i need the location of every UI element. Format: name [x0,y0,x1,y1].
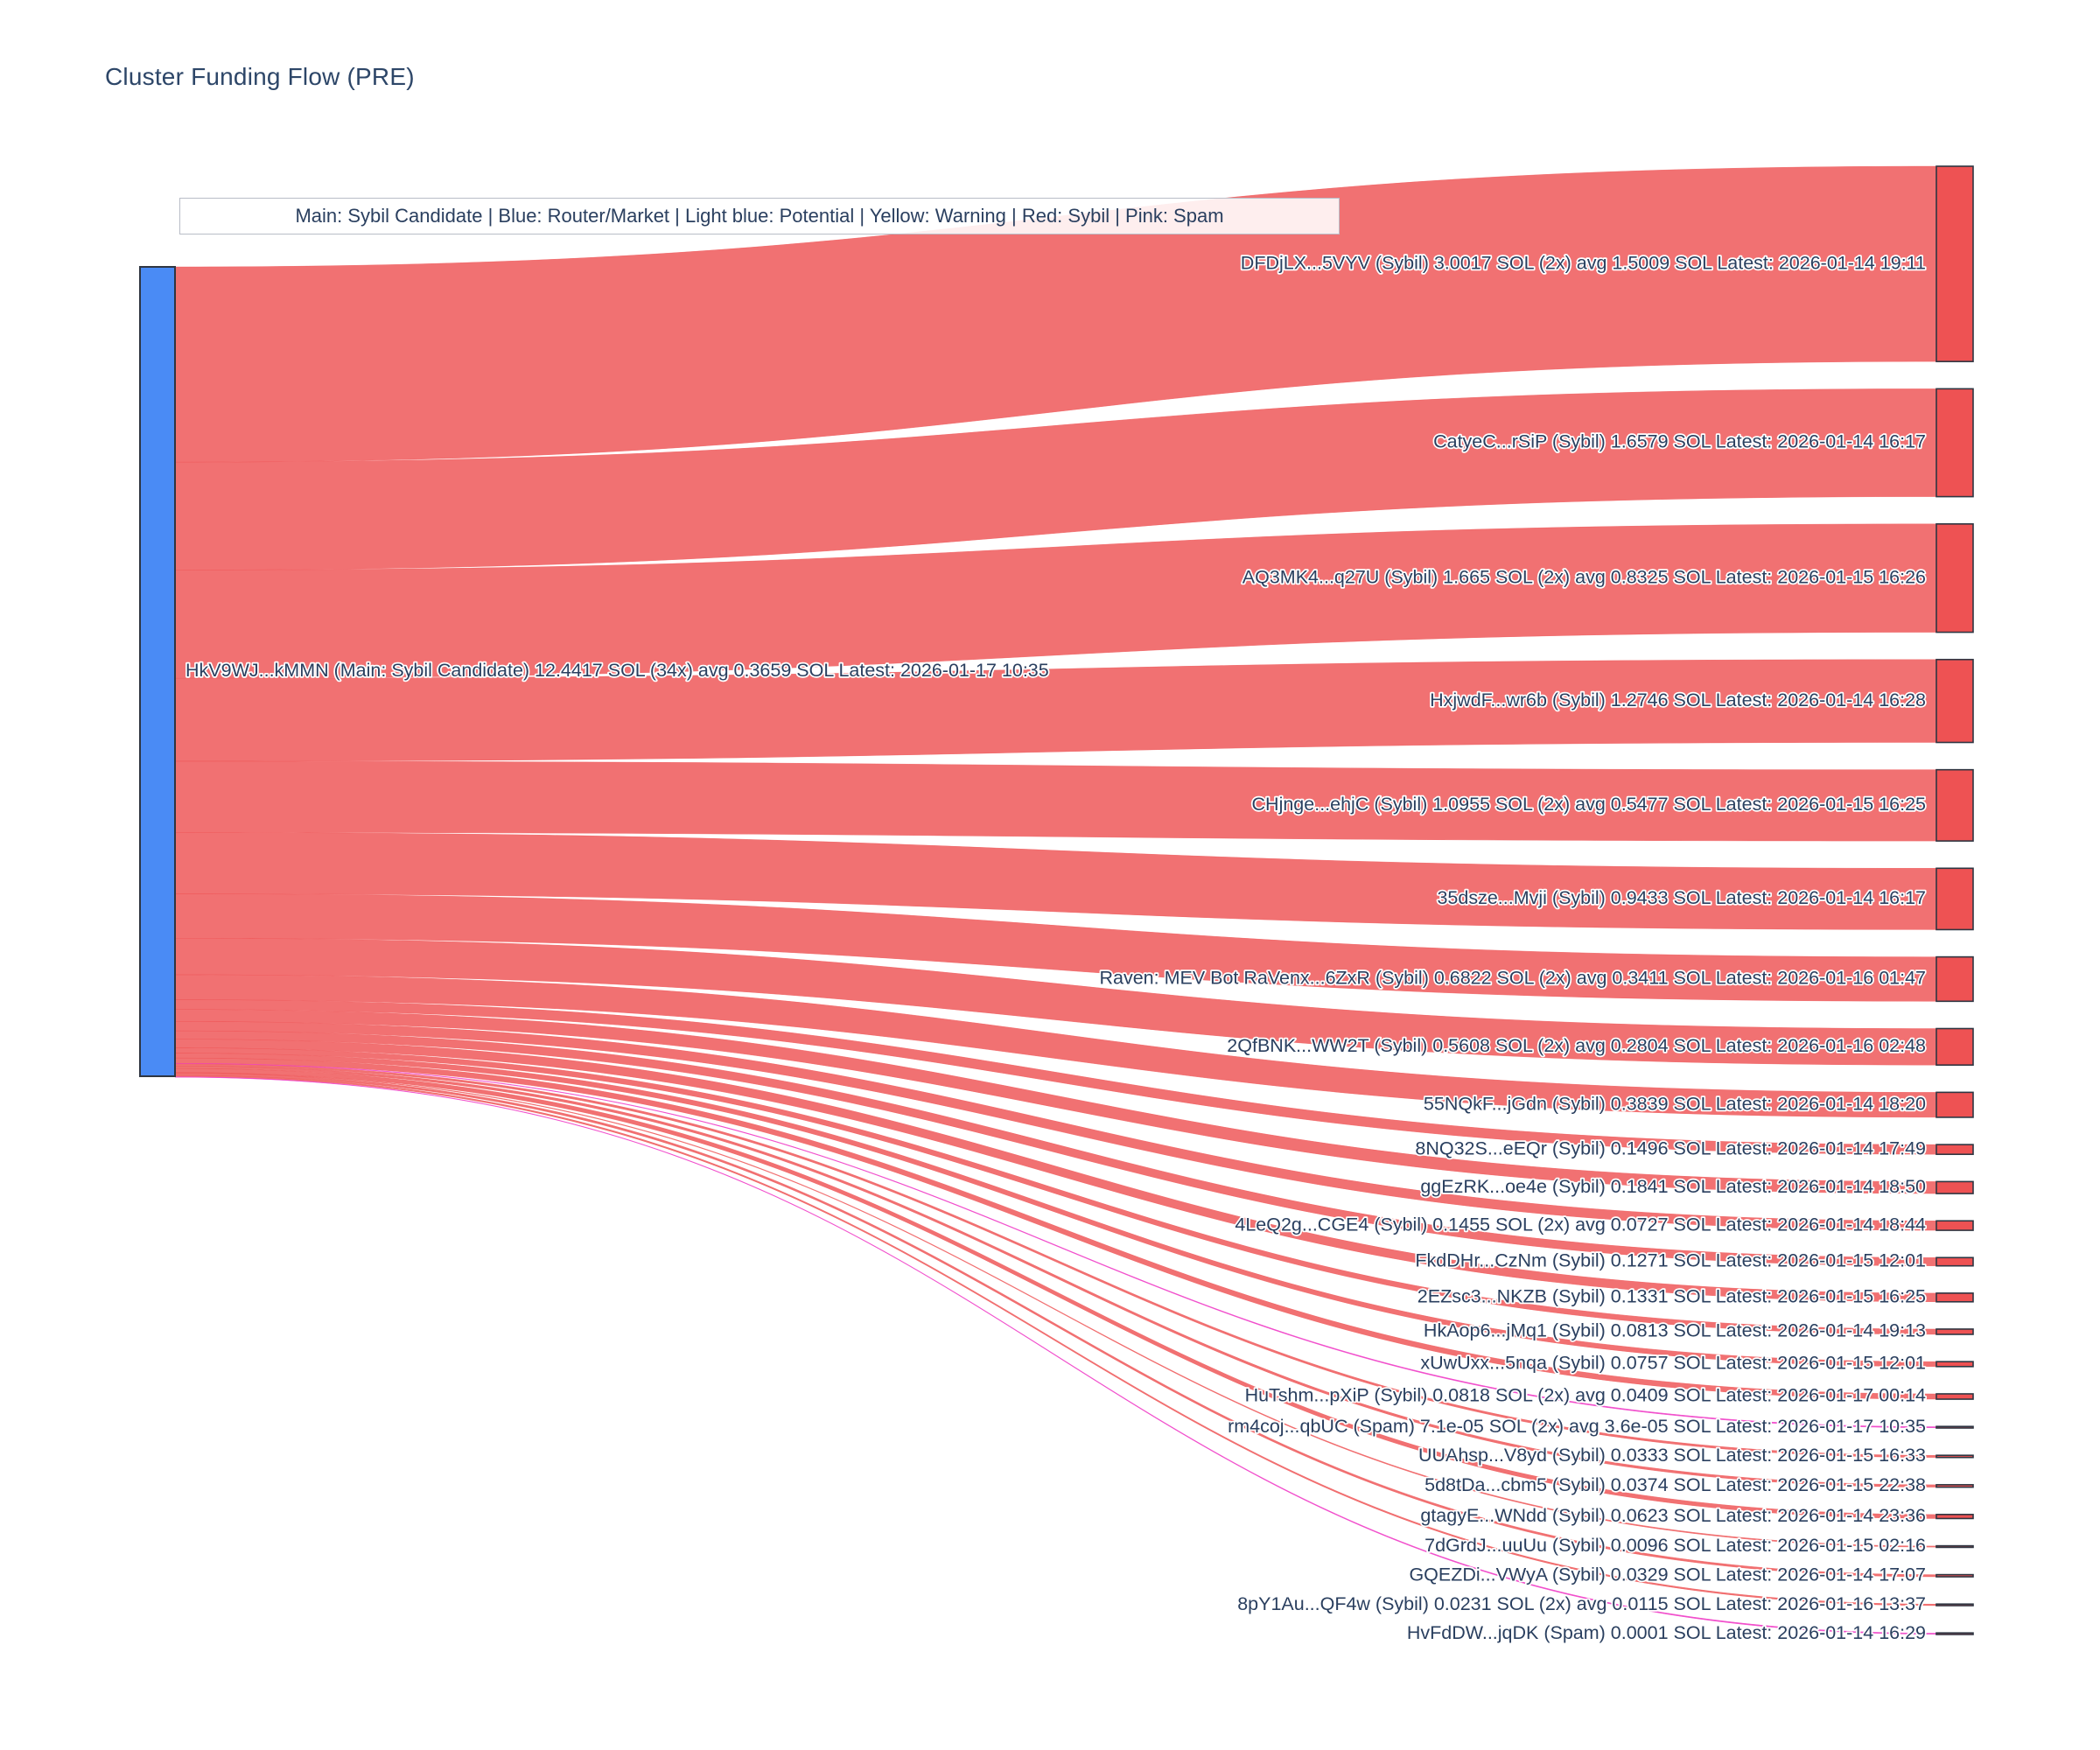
target-node-label-21: 7dGrdJ...uuUu (Sybil) 0.0096 SOL Latest:… [1424,1535,1926,1556]
sankey-node-target-19[interactable] [1936,1484,1974,1488]
target-node-label-10: ggEzRK...oe4e (Sybil) 0.1841 SOL Latest:… [1420,1176,1926,1197]
target-node-label-2: AQ3MK4...q27U (Sybil) 1.665 SOL (2x) avg… [1242,566,1926,587]
target-node-label-0: DFDjLX...5VYV (Sybil) 3.0017 SOL (2x) av… [1241,252,1926,273]
target-node-label-6: Raven: MEV Bot RaVenx...6ZxR (Sybil) 0.6… [1099,968,1926,989]
sankey-node-target-12[interactable] [1936,1256,1974,1267]
sankey-node-target-21[interactable] [1936,1544,1974,1549]
target-node-label-13: 2EZsc3...NKZB (Sybil) 0.1331 SOL Latest:… [1418,1285,1926,1306]
sankey-node-target-9[interactable] [1936,1144,1974,1156]
sankey-node-target-11[interactable] [1936,1220,1974,1231]
target-node-label-14: HkAop6...jMq1 (Sybil) 0.0813 SOL Latest:… [1424,1320,1926,1341]
target-node-label-20: gtagyE...WNdd (Sybil) 0.0623 SOL Latest:… [1420,1505,1926,1526]
sankey-node-target-0[interactable] [1936,165,1974,362]
source-node-label: HkV9WJ...kMMN (Main: Sybil Candidate) 12… [186,660,1049,681]
target-node-label-11: 4LeQ2g...CGE4 (Sybil) 0.1455 SOL (2x) av… [1235,1214,1926,1235]
page-title: Cluster Funding Flow (PRE) [105,63,415,90]
links-layer [174,165,1937,1634]
sankey-node-target-15[interactable] [1936,1361,1974,1368]
target-node-label-23: 8pY1Au...QF4w (Sybil) 0.0231 SOL (2x) av… [1237,1593,1926,1614]
target-node-label-4: CHjnge...ehjC (Sybil) 1.0955 SOL (2x) av… [1252,794,1927,815]
sankey-node-target-10[interactable] [1936,1180,1974,1194]
target-node-label-5: 35dsze...Mvji (Sybil) 0.9433 SOL Latest:… [1437,887,1926,908]
sankey-node-target-14[interactable] [1936,1328,1974,1335]
sankey-node-target-16[interactable] [1936,1393,1974,1400]
sankey-node-target-18[interactable] [1936,1454,1974,1459]
sankey-node-target-8[interactable] [1936,1091,1974,1118]
sankey-node-target-2[interactable] [1936,522,1974,634]
sankey-node-target-13[interactable] [1936,1292,1974,1303]
sankey-node-target-3[interactable] [1936,658,1974,744]
target-node-label-18: UUAhsp...V8yd (Sybil) 0.0333 SOL Latest:… [1418,1445,1926,1466]
target-node-label-19: 5d8tDa...cbm5 (Sybil) 0.0374 SOL Latest:… [1424,1474,1926,1495]
target-node-label-17: rm4coj...qbUC (Spam) 7.1e-05 SOL (2x) av… [1228,1416,1926,1437]
target-node-label-12: FkdDHr...CzNm (Sybil) 0.1271 SOL Latest:… [1415,1250,1926,1271]
target-node-label-3: HxjwdF...wr6b (Sybil) 1.2746 SOL Latest:… [1430,690,1926,710]
sankey-node-target-1[interactable] [1936,388,1974,498]
labels-layer: DFDjLX...5VYV (Sybil) 3.0017 SOL (2x) av… [184,251,1927,1645]
sankey-node-source[interactable] [139,266,176,1077]
sankey-node-target-23[interactable] [1936,1603,1974,1606]
target-node-label-8: 55NQkF...jGdn (Sybil) 0.3839 SOL Latest:… [1424,1093,1926,1114]
nodes-layer [139,165,1974,1635]
sankey-node-target-7[interactable] [1936,1027,1974,1067]
sankey-node-target-6[interactable] [1936,956,1974,1003]
legend-note: Main: Sybil Candidate | Blue: Router/Mar… [179,198,1340,234]
target-node-label-1: CatyeC...rSiP (Sybil) 1.6579 SOL Latest:… [1433,431,1926,452]
target-node-label-24: HvFdDW...jqDK (Spam) 0.0001 SOL Latest: … [1407,1622,1926,1643]
target-node-label-9: 8NQ32S...eEQr (Sybil) 0.1496 SOL Latest:… [1415,1138,1926,1158]
target-node-label-22: GQEZDi...VWyA (Sybil) 0.0329 SOL Latest:… [1409,1564,1926,1585]
target-node-label-15: xUwUxx...5nqa (Sybil) 0.0757 SOL Latest:… [1420,1353,1926,1374]
sankey-node-target-17[interactable] [1936,1425,1974,1429]
sankey-node-target-24[interactable] [1936,1632,1974,1635]
sankey-node-target-22[interactable] [1936,1573,1974,1578]
target-node-label-7: 2QfBNK...WW2T (Sybil) 0.5608 SOL (2x) av… [1227,1035,1926,1056]
sankey-node-target-4[interactable] [1936,768,1974,842]
sankey-node-target-20[interactable] [1936,1514,1974,1520]
target-node-label-16: HuTshm...pXiP (Sybil) 0.0818 SOL (2x) av… [1245,1385,1926,1406]
sankey-node-target-5[interactable] [1936,867,1974,931]
